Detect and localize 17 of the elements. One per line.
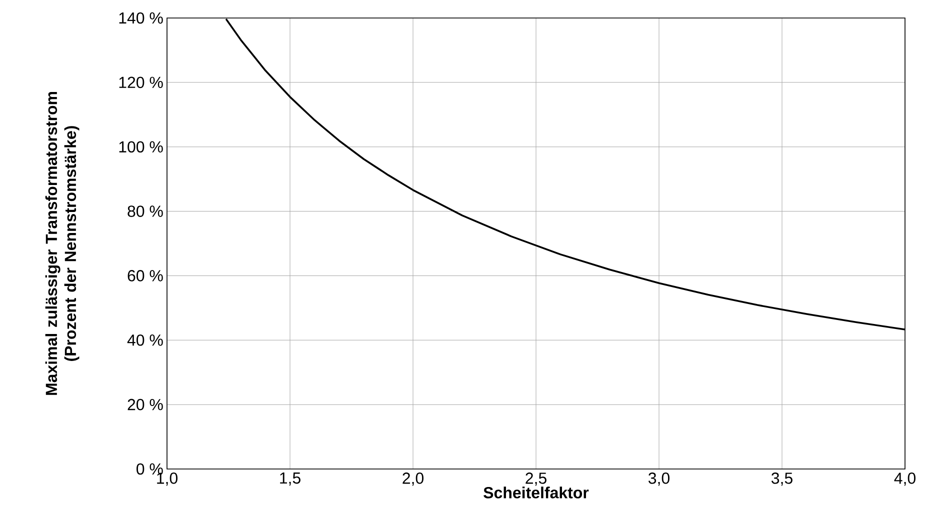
y-axis-title: Maximal zulässiger Transformatorstrom (Prozent der Nennstromstärke) (45, 92, 80, 395)
x-tick-label: 2,5 (526, 472, 546, 486)
y-tick-label: 0 % (136, 463, 163, 475)
y-tick-label: 60 % (128, 270, 163, 282)
x-tick-label: 1,0 (157, 472, 178, 486)
x-axis-title: Scheitelfaktor (484, 486, 589, 498)
x-tick-label: 1,5 (280, 472, 300, 486)
y-tick-label: 140 % (119, 12, 163, 24)
x-tick-label: 2,0 (402, 472, 424, 486)
x-tick-label: 3,5 (772, 472, 792, 486)
y-tick-label: 120 % (119, 76, 163, 88)
x-tick-label: 3,0 (648, 472, 670, 486)
y-tick-label: 80 % (128, 206, 163, 217)
y-tick-label: 40 % (127, 334, 163, 346)
y-tick-label: 100 % (119, 141, 163, 153)
y-tick-label: 20 % (128, 398, 163, 410)
x-tick-label: 4,0 (894, 472, 916, 486)
